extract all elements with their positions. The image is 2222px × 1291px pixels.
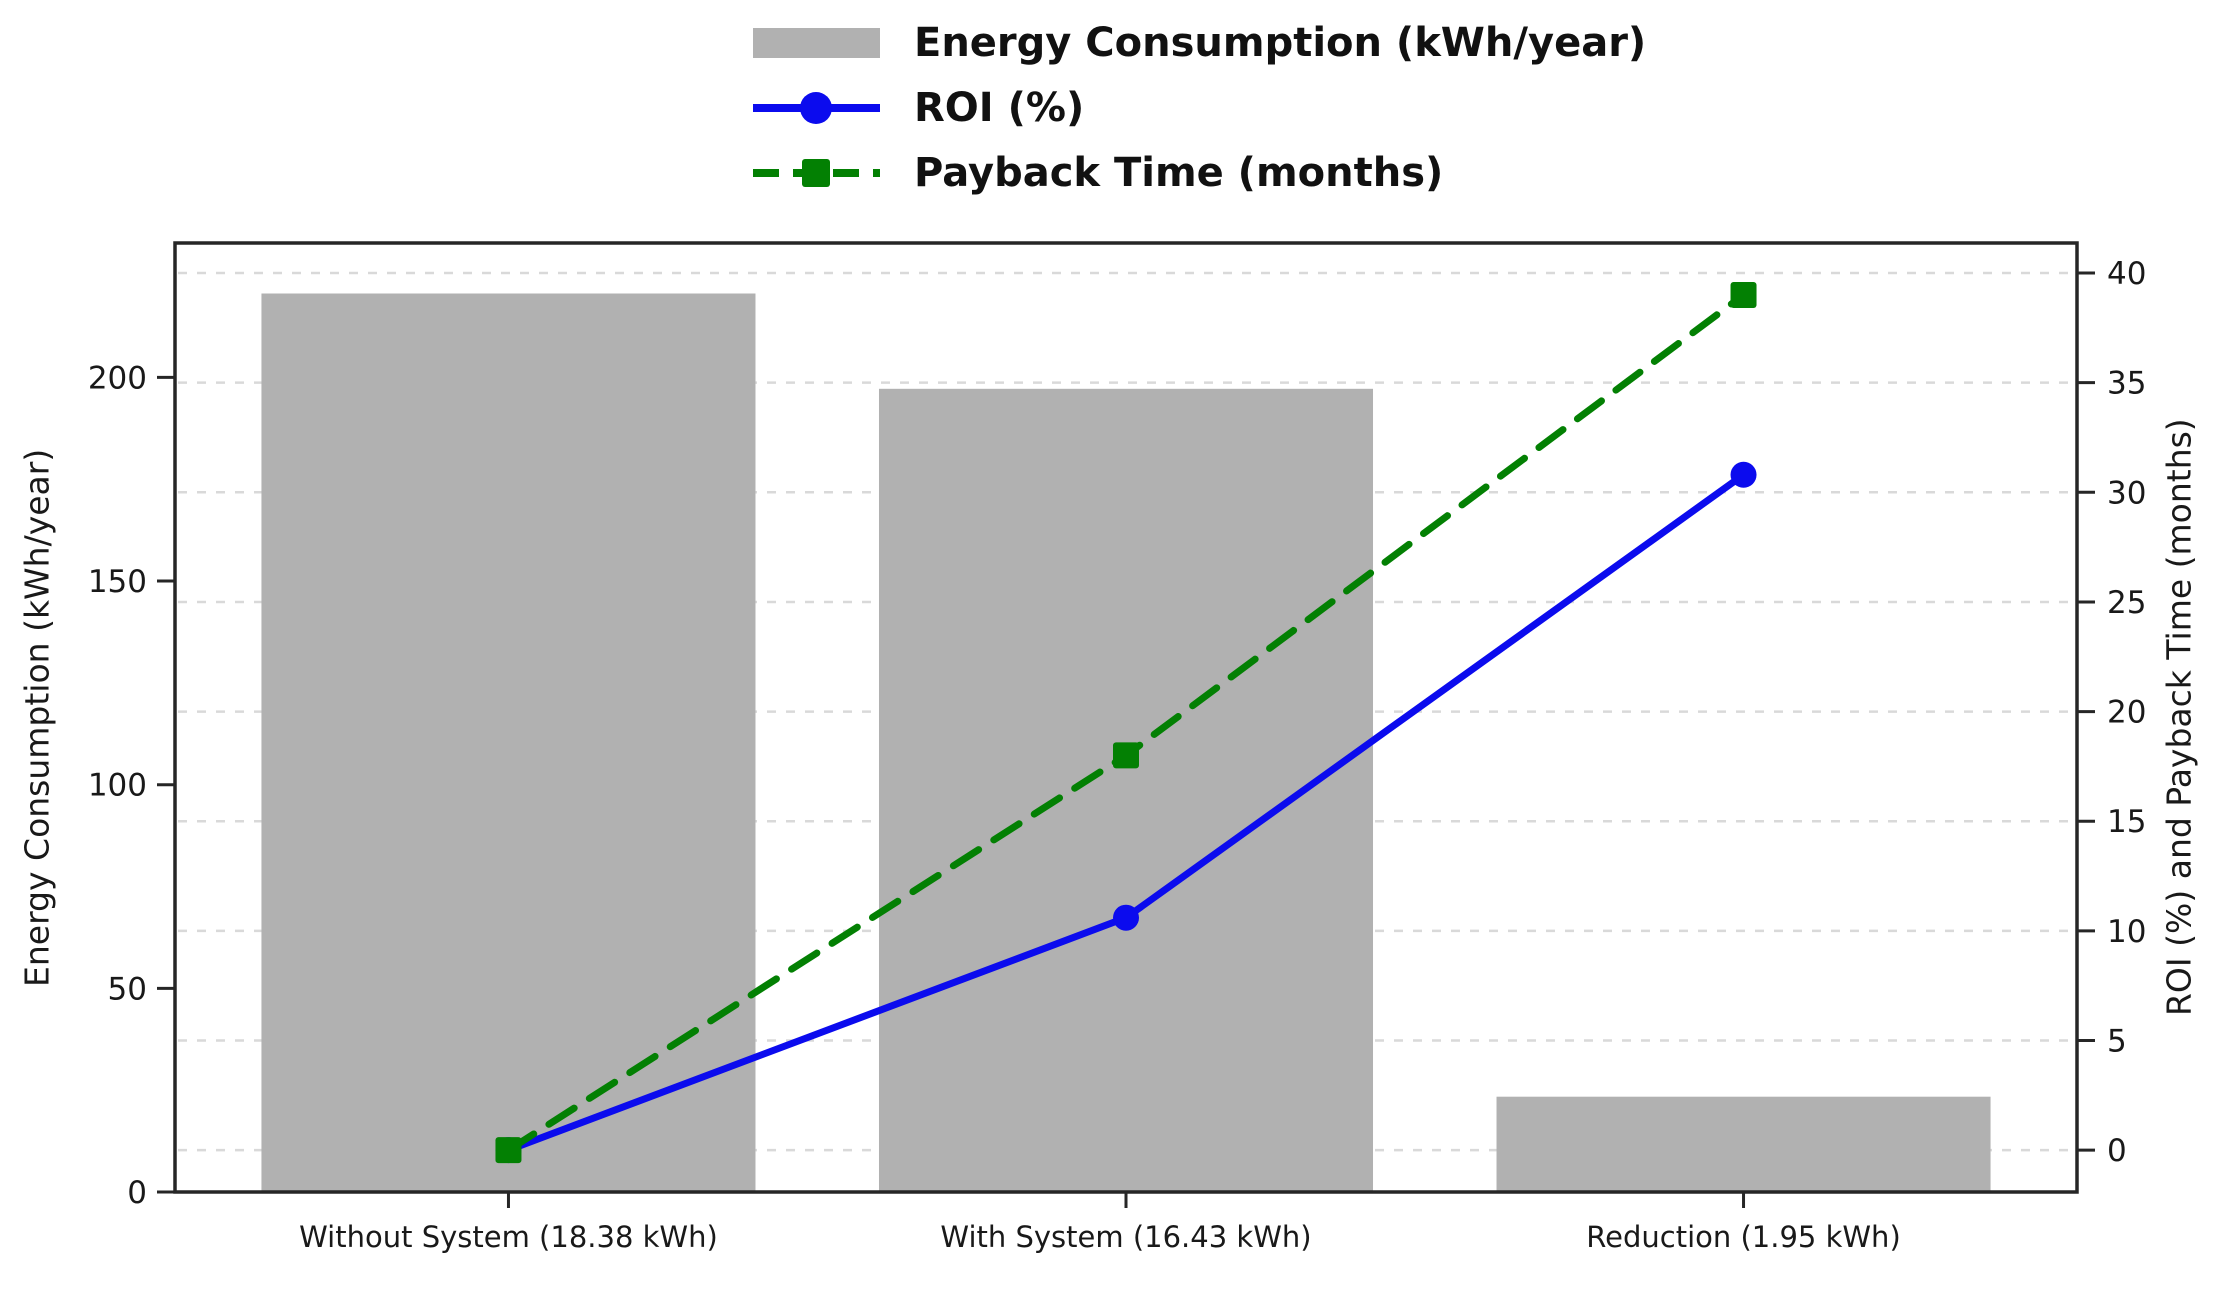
legend-label-payback: Payback Time (months) <box>914 150 1444 196</box>
legend-item-payback: Payback Time (months) <box>753 145 1646 201</box>
right-tick-label: 40 <box>2107 256 2146 292</box>
blue-line-circle-marker-icon <box>753 92 880 124</box>
right-tick-label: 15 <box>2107 804 2146 840</box>
gray-bar-swatch-icon <box>753 28 880 58</box>
left-tick-label: 150 <box>88 564 147 600</box>
right-tick-label: 0 <box>2107 1133 2127 1169</box>
roi-point-1 <box>1113 904 1139 931</box>
right-tick-label: 30 <box>2107 475 2146 511</box>
bar-1 <box>878 388 1374 1192</box>
legend-label-energy: Energy Consumption (kWh/year) <box>914 20 1647 66</box>
right-tick-label: 5 <box>2107 1023 2127 1059</box>
payback-point-0 <box>495 1137 522 1164</box>
left-axis-title: Energy Consumption (kWh/year) <box>17 448 57 987</box>
roi-point-2 <box>1730 461 1757 488</box>
right-tick-label: 20 <box>2107 695 2146 731</box>
left-tick-label: 50 <box>108 971 147 1007</box>
right-axis-title: ROI (%) and Payback Time (months) <box>2159 418 2199 1017</box>
x-category-label-2: Reduction (1.95 kWh) <box>1586 1220 1900 1254</box>
bar-0 <box>261 293 756 1192</box>
left-tick-label: 200 <box>88 360 147 396</box>
green-dashed-square-marker-icon <box>753 159 880 187</box>
payback-point-2 <box>1730 281 1757 308</box>
legend-label-roi: ROI (%) <box>914 85 1085 131</box>
x-category-label-0: Without System (18.38 kWh) <box>299 1220 718 1254</box>
left-tick-label: 0 <box>127 1175 147 1211</box>
bar-2 <box>1496 1096 1991 1192</box>
right-tick-label: 35 <box>2107 366 2146 402</box>
right-tick-label: 25 <box>2107 585 2146 621</box>
legend-item-roi: ROI (%) <box>753 80 1646 136</box>
right-tick-label: 10 <box>2107 914 2146 950</box>
chart-legend: Energy Consumption (kWh/year) ROI (%) Pa… <box>753 15 1646 201</box>
legend-item-energy-consumption: Energy Consumption (kWh/year) <box>753 15 1646 71</box>
left-tick-label: 100 <box>88 768 147 804</box>
x-category-label-1: With System (16.43 kWh) <box>940 1220 1311 1254</box>
payback-point-1 <box>1113 742 1139 769</box>
